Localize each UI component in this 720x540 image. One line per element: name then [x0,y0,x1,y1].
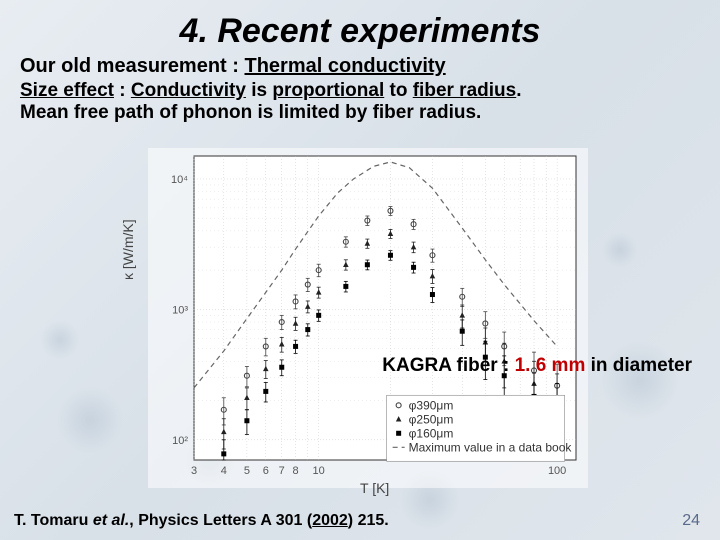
svg-text:100: 100 [548,465,566,477]
citation-end: ) 215. [348,512,389,529]
svg-text:10²: 10² [172,435,188,447]
citation-etal: et al. [93,512,129,529]
size-effect-line: Size effect : Conductivity is proportion… [0,80,720,102]
svg-text:6: 6 [263,465,269,477]
x-axis-label: T [K] [360,480,389,496]
svg-text:10⁴: 10⁴ [171,174,188,186]
svg-text:7: 7 [279,465,285,477]
citation-year: 2002 [312,512,348,529]
svg-text:8: 8 [293,465,299,477]
svg-text:Maximum value in a data book: Maximum value in a data book [409,440,573,454]
kagra-diameter: 1. 6 mm [515,355,586,376]
kagra-prefix: KAGRA fiber : [382,355,514,376]
svg-text:10: 10 [313,465,325,477]
subtitle-prefix: Our old measurement : [20,55,245,77]
svg-text:5: 5 [244,465,250,477]
citation-mid: , Physics Letters A 301 ( [129,512,312,529]
conductivity-chart: 3 4 5 678 10 100 10² 10³ 10⁴ φ390μmφ250μmφ160μmMa… [148,148,588,488]
svg-text:φ160μm: φ160μm [409,426,454,440]
kagra-annotation: KAGRA fiber : 1. 6 mm in diameter [382,355,692,377]
svg-text:4: 4 [221,465,227,477]
slide-title: 4. Recent experiments [0,0,720,51]
page-number: 24 [682,512,700,530]
svg-text:10³: 10³ [172,304,188,316]
svg-text:φ390μm: φ390μm [409,398,454,412]
phonon-line: Mean free path of phonon is limited by f… [0,102,720,124]
citation-author: T. Tomaru [14,512,93,529]
y-axis-label: κ [W/m/K] [120,219,136,280]
svg-text:3: 3 [191,465,197,477]
subtitle: Our old measurement : Thermal conductivi… [0,51,720,80]
kagra-suffix: in diameter [585,355,692,376]
svg-text:φ250μm: φ250μm [409,412,454,426]
subtitle-underlined: Thermal conductivity [245,55,446,77]
citation: T. Tomaru et al., Physics Letters A 301 … [14,512,389,530]
